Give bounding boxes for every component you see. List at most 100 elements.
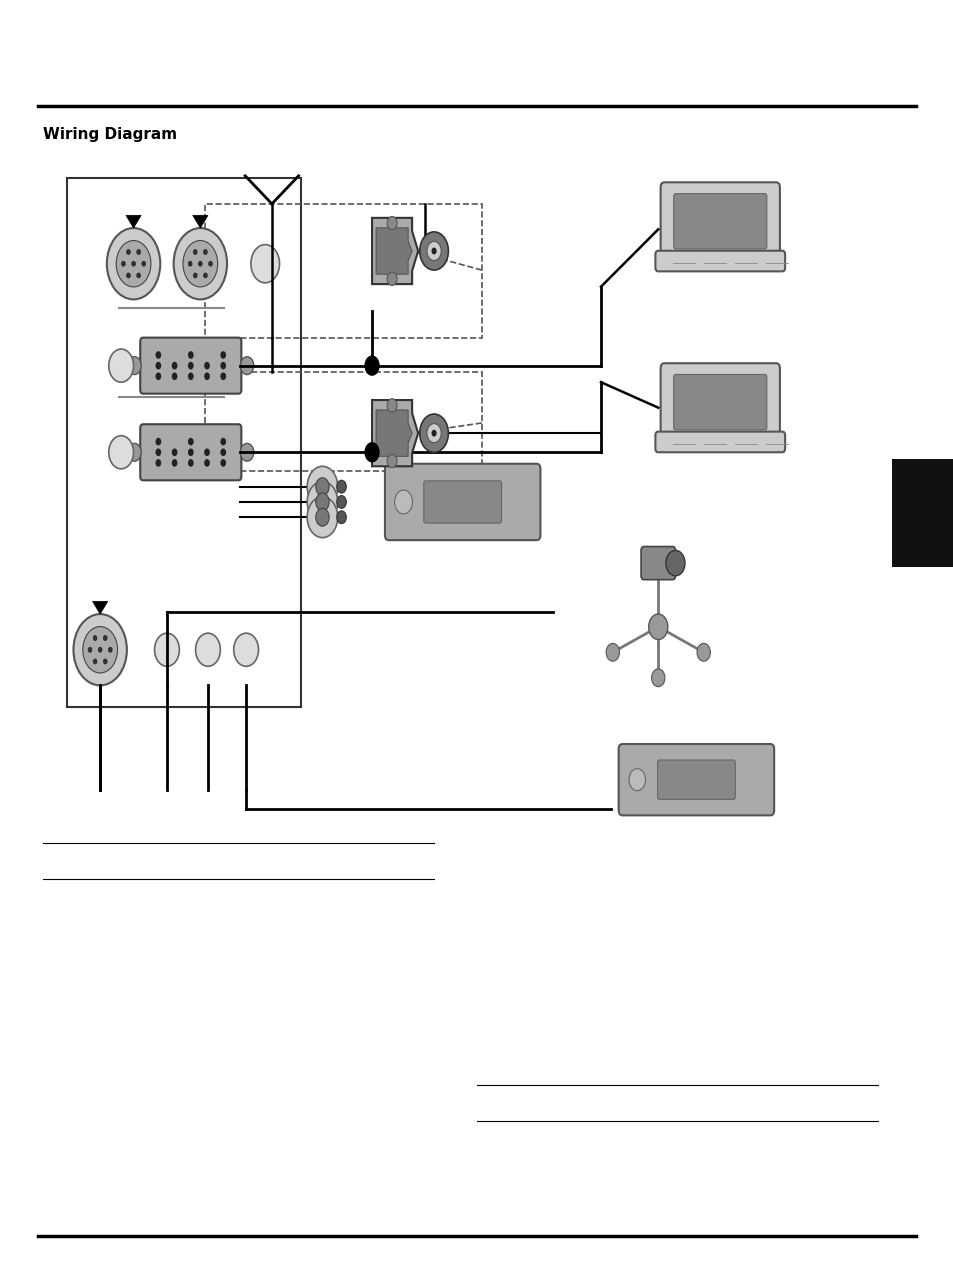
Circle shape <box>193 250 197 255</box>
Polygon shape <box>372 400 417 466</box>
Circle shape <box>127 273 131 278</box>
FancyBboxPatch shape <box>673 194 766 248</box>
Polygon shape <box>92 601 108 614</box>
Circle shape <box>103 659 107 664</box>
Circle shape <box>203 250 207 255</box>
Circle shape <box>220 448 226 456</box>
Circle shape <box>109 436 133 469</box>
FancyBboxPatch shape <box>140 338 241 394</box>
Circle shape <box>204 372 210 380</box>
Circle shape <box>93 636 97 641</box>
Circle shape <box>183 241 217 287</box>
Circle shape <box>198 261 202 266</box>
Circle shape <box>154 633 179 666</box>
Circle shape <box>73 614 127 685</box>
Circle shape <box>203 273 207 278</box>
Circle shape <box>204 448 210 456</box>
FancyBboxPatch shape <box>384 464 539 540</box>
Circle shape <box>172 459 177 466</box>
Circle shape <box>648 614 667 640</box>
Circle shape <box>195 633 220 666</box>
Circle shape <box>651 669 664 687</box>
Circle shape <box>387 399 396 412</box>
Polygon shape <box>193 215 208 228</box>
Circle shape <box>188 352 193 359</box>
Circle shape <box>336 496 346 508</box>
Circle shape <box>188 438 193 446</box>
Circle shape <box>103 636 107 641</box>
Polygon shape <box>375 410 412 456</box>
FancyBboxPatch shape <box>655 251 784 271</box>
Circle shape <box>93 659 97 664</box>
Circle shape <box>427 242 440 261</box>
Circle shape <box>240 443 253 461</box>
Circle shape <box>628 768 645 791</box>
Circle shape <box>220 352 226 359</box>
Circle shape <box>188 261 192 266</box>
Circle shape <box>173 228 227 299</box>
Circle shape <box>172 448 177 456</box>
Circle shape <box>431 429 436 437</box>
Circle shape <box>188 362 193 369</box>
Circle shape <box>88 647 91 652</box>
Bar <box>891 459 953 567</box>
FancyBboxPatch shape <box>140 424 241 480</box>
Circle shape <box>155 438 161 446</box>
Circle shape <box>387 217 396 229</box>
Circle shape <box>155 362 161 369</box>
Circle shape <box>121 261 125 266</box>
Bar <box>67 178 300 707</box>
Circle shape <box>204 459 210 466</box>
Circle shape <box>193 273 197 278</box>
Text: Wiring Diagram: Wiring Diagram <box>43 127 177 143</box>
Circle shape <box>220 372 226 380</box>
Circle shape <box>136 273 140 278</box>
Circle shape <box>116 241 151 287</box>
FancyBboxPatch shape <box>640 547 675 580</box>
Polygon shape <box>375 228 412 274</box>
Circle shape <box>697 643 710 661</box>
Circle shape <box>419 232 448 270</box>
Bar <box>205 204 481 338</box>
Circle shape <box>665 550 684 576</box>
Circle shape <box>220 459 226 466</box>
Circle shape <box>315 508 329 526</box>
Circle shape <box>419 414 448 452</box>
Circle shape <box>155 459 161 466</box>
FancyBboxPatch shape <box>655 432 784 452</box>
Circle shape <box>155 352 161 359</box>
Circle shape <box>220 362 226 369</box>
Circle shape <box>307 466 337 507</box>
FancyBboxPatch shape <box>659 363 779 441</box>
Circle shape <box>188 372 193 380</box>
Circle shape <box>220 438 226 446</box>
Circle shape <box>128 443 141 461</box>
Circle shape <box>209 261 213 266</box>
Circle shape <box>315 493 329 511</box>
Circle shape <box>387 273 396 285</box>
Circle shape <box>172 362 177 369</box>
Circle shape <box>364 442 379 462</box>
Circle shape <box>233 633 258 666</box>
Circle shape <box>109 349 133 382</box>
Circle shape <box>364 355 379 376</box>
Circle shape <box>127 250 131 255</box>
Circle shape <box>204 362 210 369</box>
Circle shape <box>132 261 135 266</box>
Circle shape <box>142 261 146 266</box>
FancyBboxPatch shape <box>423 480 501 524</box>
FancyBboxPatch shape <box>618 744 774 815</box>
Circle shape <box>83 627 117 673</box>
Circle shape <box>307 482 337 522</box>
Circle shape <box>307 497 337 538</box>
FancyBboxPatch shape <box>659 182 779 260</box>
Circle shape <box>251 245 279 283</box>
Circle shape <box>240 357 253 375</box>
Polygon shape <box>372 218 417 284</box>
Circle shape <box>427 423 440 443</box>
Circle shape <box>98 647 102 652</box>
Circle shape <box>136 250 140 255</box>
Polygon shape <box>126 215 141 228</box>
Circle shape <box>336 480 346 493</box>
Bar <box>205 372 481 471</box>
